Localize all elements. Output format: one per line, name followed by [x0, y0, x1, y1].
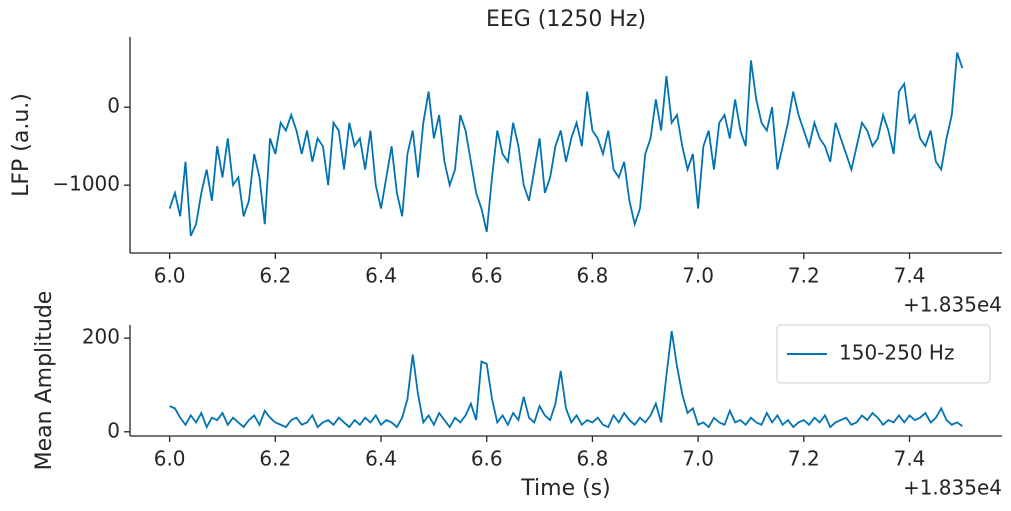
x-axis-label: Time (s)	[520, 476, 610, 501]
chart-title: EEG (1250 Hz)	[486, 7, 646, 32]
y-tick-label: 200	[82, 325, 120, 349]
x-tick-label: 7.4	[894, 447, 926, 471]
x-tick-label: 6.0	[154, 264, 186, 288]
y-axis-label: Mean Amplitude	[32, 291, 57, 471]
y-axis-label: LFP (a.u.)	[9, 93, 34, 197]
x-tick-label: 7.0	[682, 264, 714, 288]
x-tick-label: 7.2	[788, 447, 820, 471]
x-tick-label: 6.4	[365, 264, 397, 288]
legend-label: 150-250 Hz	[839, 341, 954, 365]
x-tick-label: 6.4	[365, 447, 397, 471]
x-tick-label: 6.8	[577, 447, 609, 471]
x-tick-label: 6.2	[259, 447, 291, 471]
x-tick-label: 7.2	[788, 264, 820, 288]
y-tick-label: 0	[107, 418, 120, 442]
series-line	[169, 330, 963, 430]
x-offset-label: +1.835e4	[903, 293, 1002, 317]
x-tick-label: 6.2	[259, 264, 291, 288]
series-line	[168, 52, 964, 237]
y-tick-label: 0	[107, 94, 120, 118]
x-tick-label: 6.6	[471, 264, 503, 288]
x-tick-label: 7.4	[894, 264, 926, 288]
x-offset-label: +1.835e4	[903, 476, 1002, 500]
legend-box	[776, 324, 991, 384]
x-tick-label: 6.0	[154, 447, 186, 471]
y-tick-label: −1000	[52, 172, 120, 196]
x-tick-label: 6.6	[471, 447, 503, 471]
x-tick-label: 7.0	[682, 447, 714, 471]
x-tick-label: 6.8	[577, 264, 609, 288]
